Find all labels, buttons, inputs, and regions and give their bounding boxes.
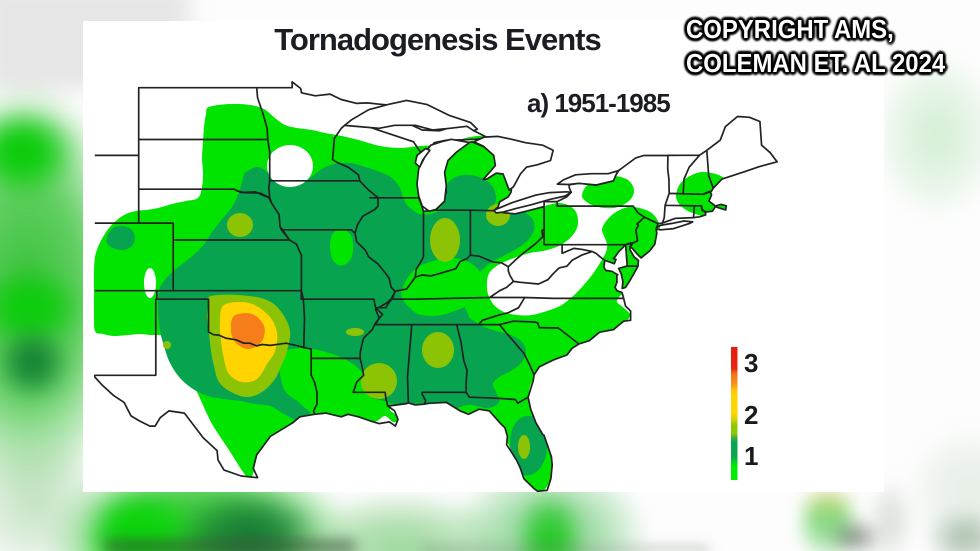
- svg-text:2: 2: [744, 400, 758, 430]
- svg-text:3: 3: [744, 348, 758, 378]
- svg-text:1: 1: [744, 441, 758, 471]
